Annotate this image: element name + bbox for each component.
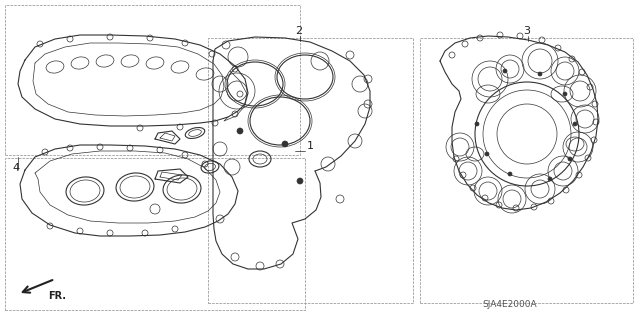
Circle shape [573, 122, 577, 126]
Text: SJA4E2000A: SJA4E2000A [483, 300, 538, 309]
Circle shape [475, 122, 479, 126]
Text: 3: 3 [523, 26, 530, 36]
Circle shape [485, 152, 489, 156]
Circle shape [568, 157, 572, 161]
Circle shape [563, 92, 567, 96]
Text: 2: 2 [295, 26, 302, 36]
Circle shape [508, 172, 512, 176]
Circle shape [548, 177, 552, 181]
Circle shape [237, 128, 243, 134]
Circle shape [297, 178, 303, 184]
Circle shape [503, 69, 507, 73]
Circle shape [538, 72, 542, 76]
Circle shape [282, 141, 288, 147]
Text: 1: 1 [307, 141, 314, 151]
Text: FR.: FR. [48, 291, 66, 301]
Text: 4: 4 [12, 163, 19, 173]
